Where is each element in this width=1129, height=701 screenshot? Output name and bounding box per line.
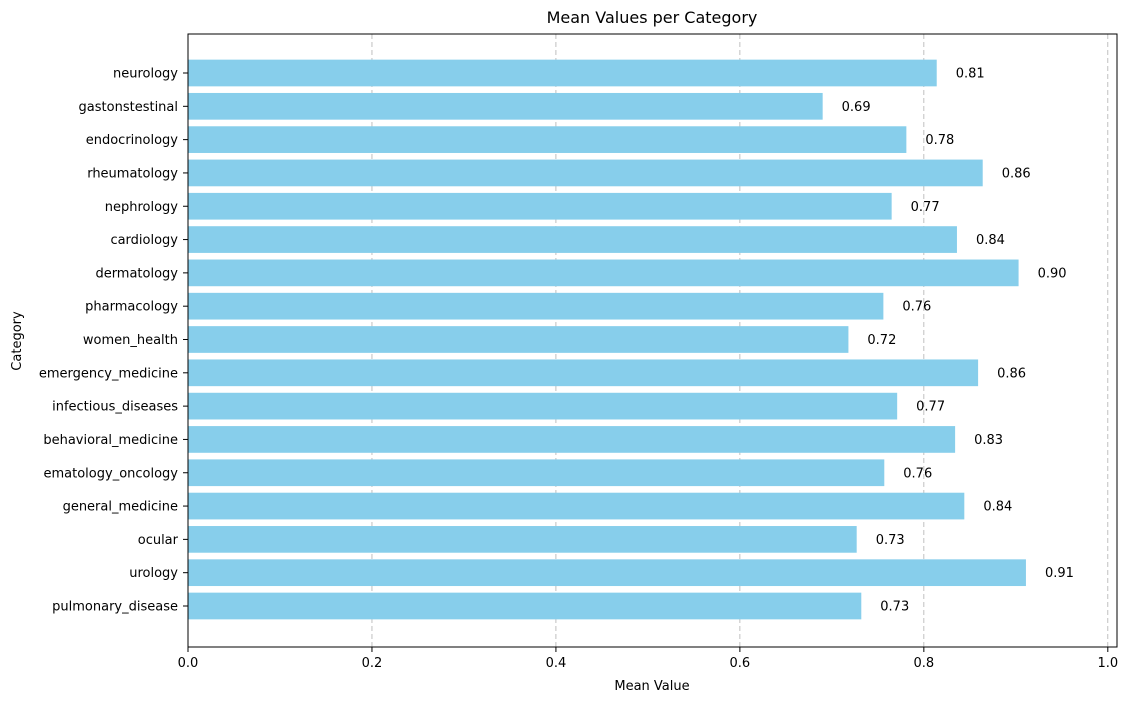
data-label: 0.73 bbox=[880, 600, 909, 615]
y-tick-label: rheumatology bbox=[87, 166, 178, 181]
y-tick-label: women_health bbox=[83, 333, 178, 348]
y-tick-label: dermatology bbox=[95, 266, 178, 281]
y-tick-label: gastonstestinal bbox=[79, 100, 178, 115]
x-ticks: 0.0 0.2 0.4 0.6 0.8 1.0 bbox=[178, 647, 1118, 671]
y-tick-label: nephrology bbox=[105, 200, 179, 215]
plot-frame bbox=[187, 33, 1118, 648]
bar bbox=[188, 292, 884, 320]
y-tick-label: urology bbox=[129, 566, 178, 581]
data-label: 0.84 bbox=[976, 233, 1005, 248]
bar bbox=[188, 426, 956, 453]
bar bbox=[188, 159, 983, 187]
data-label: 0.84 bbox=[983, 500, 1012, 515]
bar bbox=[188, 192, 892, 220]
data-labels: 0.81 0.69 0.78 0.86 0.77 0.84 0.90 0.76 0.72 0.86… bbox=[842, 67, 1074, 615]
y-tick-label: pharmacology bbox=[85, 300, 178, 315]
x-axis-label: Mean Value bbox=[614, 679, 689, 694]
x-tick-label: 0.6 bbox=[730, 656, 751, 671]
bar bbox=[188, 592, 862, 620]
y-tick-label: behavioral_medicine bbox=[43, 433, 178, 448]
bar bbox=[188, 359, 979, 387]
x-tick-label: 0.0 bbox=[178, 656, 199, 671]
y-tick-label: ematology_oncology bbox=[44, 466, 179, 481]
data-label: 0.86 bbox=[1002, 166, 1031, 181]
y-tick-label: endocrinology bbox=[86, 133, 179, 148]
data-label: 0.76 bbox=[903, 466, 932, 481]
y-tick-label: infectious_diseases bbox=[52, 400, 178, 415]
x-tick-label: 0.4 bbox=[546, 656, 567, 671]
y-tick-label: emergency_medicine bbox=[39, 366, 178, 381]
data-label: 0.69 bbox=[842, 100, 871, 115]
bar bbox=[188, 392, 898, 420]
bar bbox=[188, 526, 857, 553]
data-label: 0.77 bbox=[916, 400, 945, 415]
y-tick-label: cardiology bbox=[110, 233, 178, 248]
data-label: 0.90 bbox=[1038, 266, 1067, 281]
bars-group bbox=[188, 59, 1026, 620]
bar bbox=[188, 92, 823, 120]
y-axis-label: Category bbox=[10, 311, 25, 371]
data-label: 0.83 bbox=[974, 433, 1003, 448]
y-tick-label: pulmonary_disease bbox=[52, 600, 178, 615]
y-tick-labels: neurology gastonstestinal endocrinology rhe… bbox=[39, 67, 188, 615]
data-label: 0.78 bbox=[925, 133, 954, 148]
data-label: 0.76 bbox=[902, 300, 931, 315]
bar bbox=[188, 459, 885, 487]
bar bbox=[188, 326, 849, 353]
bar bbox=[188, 492, 965, 520]
data-label: 0.72 bbox=[867, 333, 896, 348]
data-label: 0.73 bbox=[876, 533, 905, 548]
x-tick-label: 0.8 bbox=[913, 656, 934, 671]
bar bbox=[188, 126, 907, 153]
bar bbox=[188, 226, 957, 253]
y-tick-label: general_medicine bbox=[63, 500, 178, 515]
y-tick-label: neurology bbox=[113, 67, 178, 82]
data-label: 0.81 bbox=[956, 67, 985, 82]
data-label: 0.91 bbox=[1045, 566, 1074, 581]
y-tick-label: ocular bbox=[138, 533, 179, 548]
data-label: 0.77 bbox=[911, 200, 940, 215]
data-label: 0.86 bbox=[997, 366, 1026, 381]
x-tick-label: 0.2 bbox=[362, 656, 383, 671]
bar bbox=[188, 59, 937, 87]
x-tick-label: 1.0 bbox=[1097, 656, 1118, 671]
bar bbox=[188, 559, 1026, 587]
chart-title: Mean Values per Category bbox=[547, 8, 758, 27]
bar bbox=[188, 259, 1019, 287]
